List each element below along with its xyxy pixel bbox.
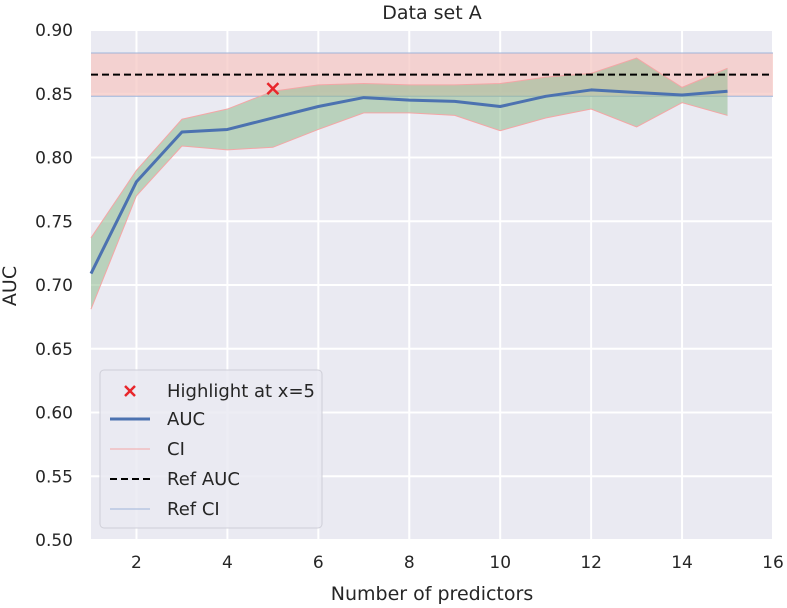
x-tick-label: 2: [131, 553, 142, 573]
x-tick-label: 8: [404, 553, 415, 573]
legend-label-auc: AUC: [167, 409, 205, 430]
y-tick-label: 0.65: [35, 340, 73, 360]
x-axis-title: Number of predictors: [331, 583, 533, 605]
y-tick-label: 0.70: [35, 276, 73, 296]
chart-title: Data set A: [382, 2, 481, 24]
y-axis-ticks: 0.50 0.55 0.60 0.65 0.70 0.75 0.80 0.85 0.90: [35, 21, 73, 551]
y-axis-title: AUC: [0, 266, 21, 306]
x-tick-label: 10: [489, 553, 511, 573]
legend-item-ref-auc: Ref AUC: [110, 469, 240, 490]
ci-upper-line: [90, 57, 728, 239]
x-axis-ticks: 2 4 6 8 10 12 14 16: [131, 553, 784, 573]
x-tick-label: 14: [671, 553, 693, 573]
y-tick-label: 0.90: [35, 21, 73, 41]
legend-item-ref-ci: Ref CI: [110, 499, 220, 520]
legend: Highlight at x=5 AUC CI Ref AUC Ref CI: [99, 369, 323, 529]
legend-item-ci: CI: [110, 439, 185, 460]
y-tick-label: 0.80: [35, 149, 73, 169]
legend-item-highlight: Highlight at x=5: [124, 381, 315, 402]
legend-label-ref-auc: Ref AUC: [167, 469, 240, 490]
x-tick-label: 16: [762, 553, 784, 573]
y-tick-label: 0.55: [35, 467, 73, 487]
auc-series: [89, 88, 728, 275]
highlight-x-icon: [124, 385, 136, 397]
legend-item-auc: AUC: [110, 409, 205, 430]
x-tick-label: 4: [222, 553, 233, 573]
highlight-marker-stroke: [266, 82, 280, 96]
ci-fill: [91, 58, 728, 310]
y-tick-label: 0.60: [35, 404, 73, 424]
y-tick-label: 0.50: [35, 531, 73, 551]
legend-label-highlight: Highlight at x=5: [167, 381, 315, 402]
legend-box: [99, 369, 323, 529]
legend-label-ref-ci: Ref CI: [167, 499, 220, 520]
legend-label-ci: CI: [167, 439, 185, 460]
ci-lower-line: [90, 102, 728, 310]
y-tick-label: 0.75: [35, 212, 73, 232]
y-tick-label: 0.85: [35, 85, 73, 105]
highlight-marker-group: [266, 82, 280, 96]
ci-band: [90, 57, 728, 310]
x-tick-label: 12: [580, 553, 602, 573]
legend-x-stroke: [124, 385, 136, 397]
x-tick-label: 6: [313, 553, 324, 573]
